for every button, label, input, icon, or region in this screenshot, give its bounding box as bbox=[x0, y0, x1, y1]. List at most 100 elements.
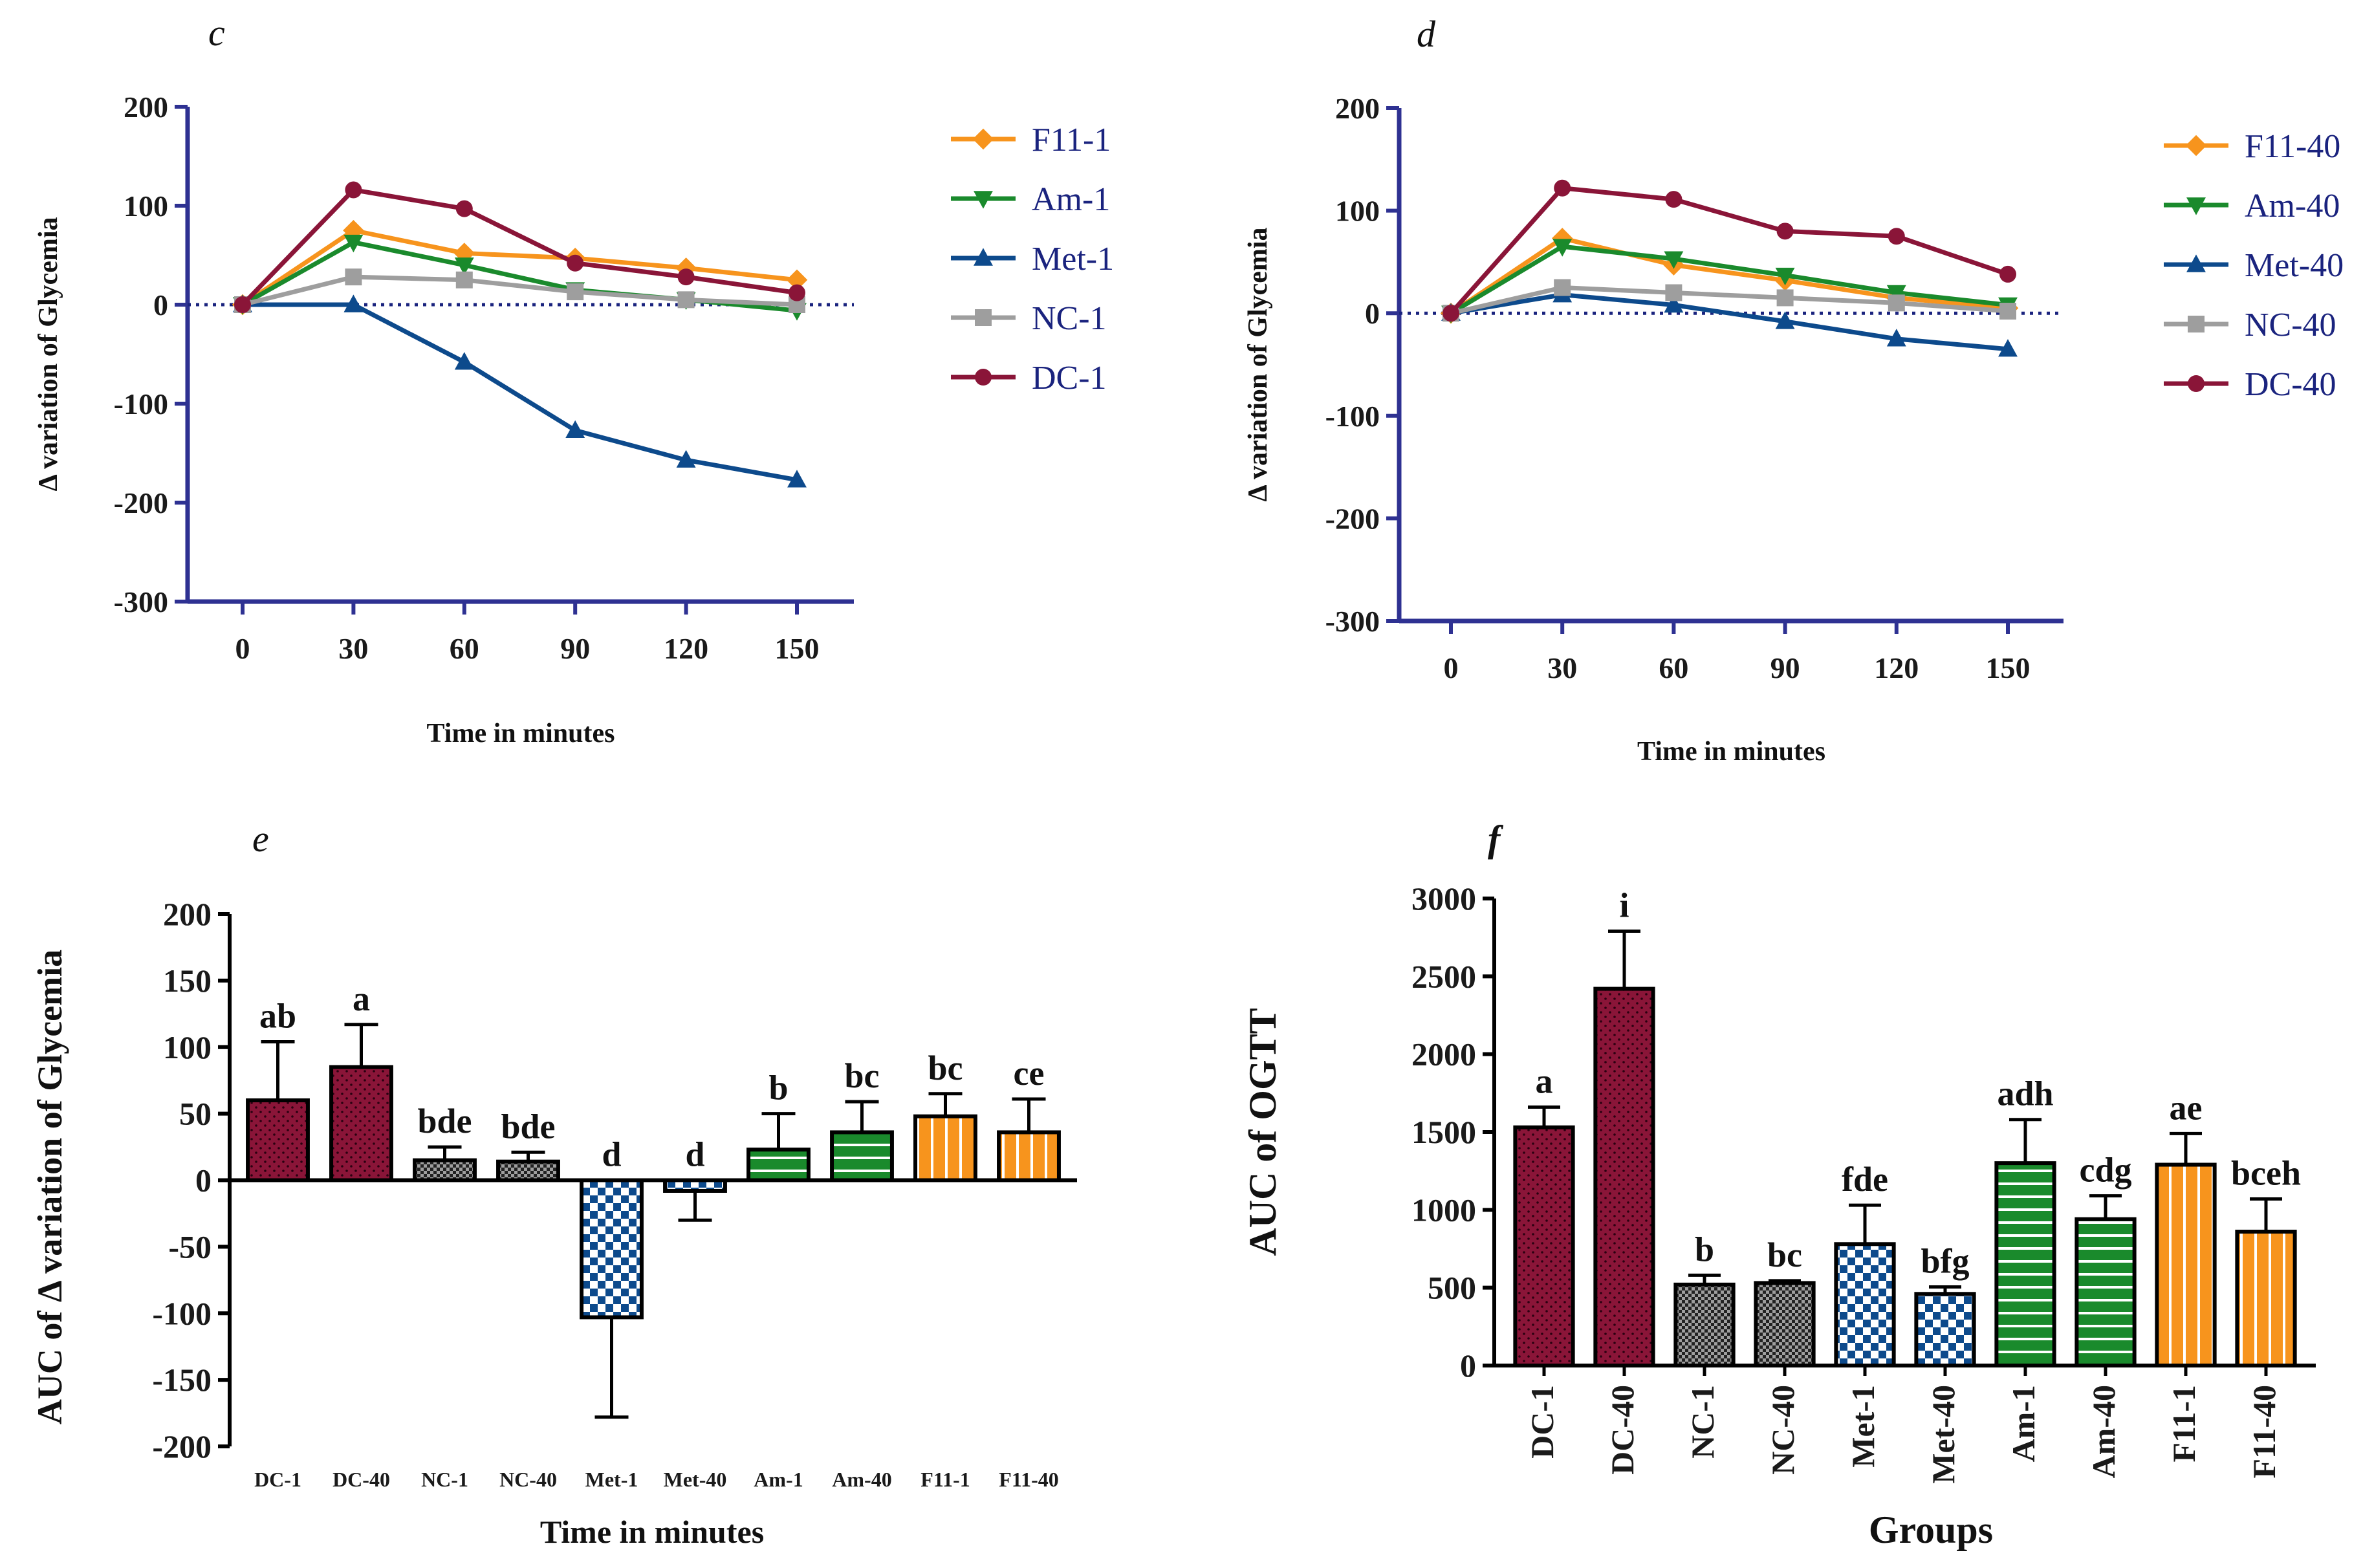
data-point-Met-40 bbox=[1775, 311, 1795, 329]
x-category-label: NC-1 bbox=[421, 1468, 468, 1491]
legend-label-NC-40: NC-40 bbox=[2245, 307, 2336, 343]
data-point-DC-1 bbox=[567, 254, 584, 272]
y-tick-label: 2000 bbox=[1411, 1036, 1476, 1073]
y-axis-label: Δ variation of Glycemia bbox=[1243, 227, 1273, 501]
data-point-Met-40 bbox=[1664, 294, 1684, 313]
data-point-Met-40 bbox=[1886, 329, 1906, 347]
x-axis-label: Time in minutes bbox=[427, 719, 615, 748]
data-point-DC-40 bbox=[1888, 228, 1905, 245]
y-tick-label: -150 bbox=[152, 1362, 212, 1398]
bar-NC-40 bbox=[496, 1159, 560, 1182]
data-point-Am-1 bbox=[343, 234, 364, 253]
y-tick-label: 0 bbox=[195, 1162, 212, 1199]
data-point-NC-40 bbox=[1888, 294, 1905, 312]
series-line-NC-1 bbox=[242, 274, 798, 307]
x-category-label: F11-1 bbox=[2166, 1385, 2202, 1462]
x-category-label: Am-40 bbox=[2085, 1385, 2122, 1478]
significance-label: bc bbox=[1767, 1236, 1802, 1274]
significance-label: a bbox=[1536, 1062, 1553, 1100]
legend-label-DC-40: DC-40 bbox=[2245, 366, 2336, 403]
bar-Am-1 bbox=[1994, 1161, 2056, 1367]
chart-panel-d: 200 100 0 -100 -200 -300 0 30 60 90 120 150 Time in … bbox=[1243, 92, 2344, 767]
x-category-label: Am-1 bbox=[2005, 1385, 2042, 1462]
y-tick-label: -100 bbox=[1325, 400, 1380, 433]
y-tick-label: -300 bbox=[1325, 605, 1380, 638]
x-tick-label: 120 bbox=[1874, 651, 1919, 684]
significance-label: cdg bbox=[2080, 1151, 2132, 1190]
bar-NC-1 bbox=[413, 1158, 477, 1182]
legend-marker-F11-1 bbox=[972, 128, 994, 150]
significance-label: i bbox=[1619, 886, 1629, 925]
data-point-Am-1 bbox=[454, 257, 474, 276]
x-category-label: DC-1 bbox=[1524, 1385, 1560, 1459]
bar-F11-1 bbox=[2155, 1162, 2217, 1368]
data-point-Met-1 bbox=[676, 450, 696, 468]
y-tick-label: -200 bbox=[152, 1428, 212, 1465]
x-category-label: DC-1 bbox=[254, 1468, 301, 1491]
panel-label-d: d bbox=[1417, 13, 1436, 55]
data-point-NC-40 bbox=[1776, 289, 1794, 307]
data-point-Am-40 bbox=[1552, 239, 1573, 257]
bar-Am-40 bbox=[2074, 1217, 2137, 1367]
x-tick-label: 30 bbox=[338, 632, 368, 665]
data-point-Am-40 bbox=[1775, 267, 1795, 286]
chart-panel-e: 200 150 100 50 0 -50 -100 -150 -200 ab DC-1 a DC-40 b… bbox=[30, 896, 1077, 1550]
legend-label-Met-1: Met-1 bbox=[1032, 241, 1114, 278]
y-tick-label: 2500 bbox=[1411, 958, 1476, 994]
legend-label-F11-1: F11-1 bbox=[1032, 122, 1111, 158]
x-tick-label: 60 bbox=[1659, 651, 1688, 684]
bar-Am-1 bbox=[746, 1148, 811, 1182]
significance-label: d bbox=[602, 1135, 621, 1174]
data-point-DC-1 bbox=[789, 284, 805, 301]
y-tick-label: 200 bbox=[1335, 92, 1380, 125]
data-point-NC-40 bbox=[1999, 303, 2016, 320]
series-line-DC-40 bbox=[1449, 186, 2009, 315]
series-line-Met-1 bbox=[243, 302, 798, 483]
significance-label: adh bbox=[1997, 1074, 2053, 1113]
x-tick-label: 150 bbox=[1986, 651, 2031, 684]
x-category-label: Met-40 bbox=[1925, 1385, 1961, 1484]
x-tick-label: 0 bbox=[1444, 651, 1459, 684]
x-tick-label: 30 bbox=[1547, 651, 1577, 684]
significance-label: bc bbox=[928, 1049, 963, 1087]
series-line-Am-40 bbox=[1450, 244, 2009, 316]
data-point-Met-1 bbox=[787, 470, 807, 488]
x-category-label: NC-40 bbox=[1765, 1385, 1801, 1475]
significance-label: bde bbox=[417, 1102, 472, 1140]
x-category-label: Am-40 bbox=[832, 1468, 891, 1491]
data-point-Am-40 bbox=[1886, 285, 1906, 303]
bar-F11-40 bbox=[2235, 1230, 2297, 1367]
y-tick-label: 1500 bbox=[1411, 1114, 1476, 1150]
x-category-label: Met-1 bbox=[585, 1468, 638, 1491]
y-tick-label: 0 bbox=[1460, 1347, 1476, 1384]
legend-label-DC-1: DC-1 bbox=[1032, 360, 1107, 397]
y-tick-label: 0 bbox=[153, 289, 168, 321]
data-point-DC-1 bbox=[677, 268, 695, 286]
significance-label: b bbox=[768, 1069, 788, 1107]
legend-label-Met-40: Met-40 bbox=[2245, 247, 2344, 284]
x-axis-label: Groups bbox=[1869, 1508, 1993, 1551]
data-point-Met-1 bbox=[343, 294, 364, 312]
data-point-NC-1 bbox=[567, 283, 584, 301]
bar-NC-40 bbox=[1754, 1281, 1816, 1367]
y-tick-label: 50 bbox=[179, 1096, 212, 1132]
data-point-DC-1 bbox=[455, 200, 473, 217]
x-category-label: Am-1 bbox=[754, 1468, 803, 1491]
data-point-NC-40 bbox=[1554, 279, 1571, 296]
data-point-DC-1 bbox=[345, 181, 362, 199]
legend-marker-DC-1 bbox=[975, 369, 992, 386]
bar-Met-40 bbox=[1914, 1292, 1976, 1367]
data-point-F11-1 bbox=[786, 269, 808, 290]
bar-Met-1 bbox=[580, 1178, 644, 1320]
y-tick-label: -200 bbox=[114, 486, 168, 519]
significance-label: ce bbox=[1014, 1054, 1045, 1093]
series-line-Met-40 bbox=[1450, 292, 2009, 352]
series-line-NC-40 bbox=[1450, 285, 2009, 316]
bar-DC-40 bbox=[329, 1065, 393, 1182]
x-tick-label: 150 bbox=[775, 632, 820, 665]
y-tick-label: 100 bbox=[1335, 195, 1380, 228]
y-axis-label: AUC of OGTT bbox=[1241, 1008, 1284, 1256]
x-category-label: NC-40 bbox=[499, 1468, 557, 1491]
data-point-NC-1 bbox=[345, 268, 362, 286]
series-line-F11-1 bbox=[241, 228, 798, 307]
